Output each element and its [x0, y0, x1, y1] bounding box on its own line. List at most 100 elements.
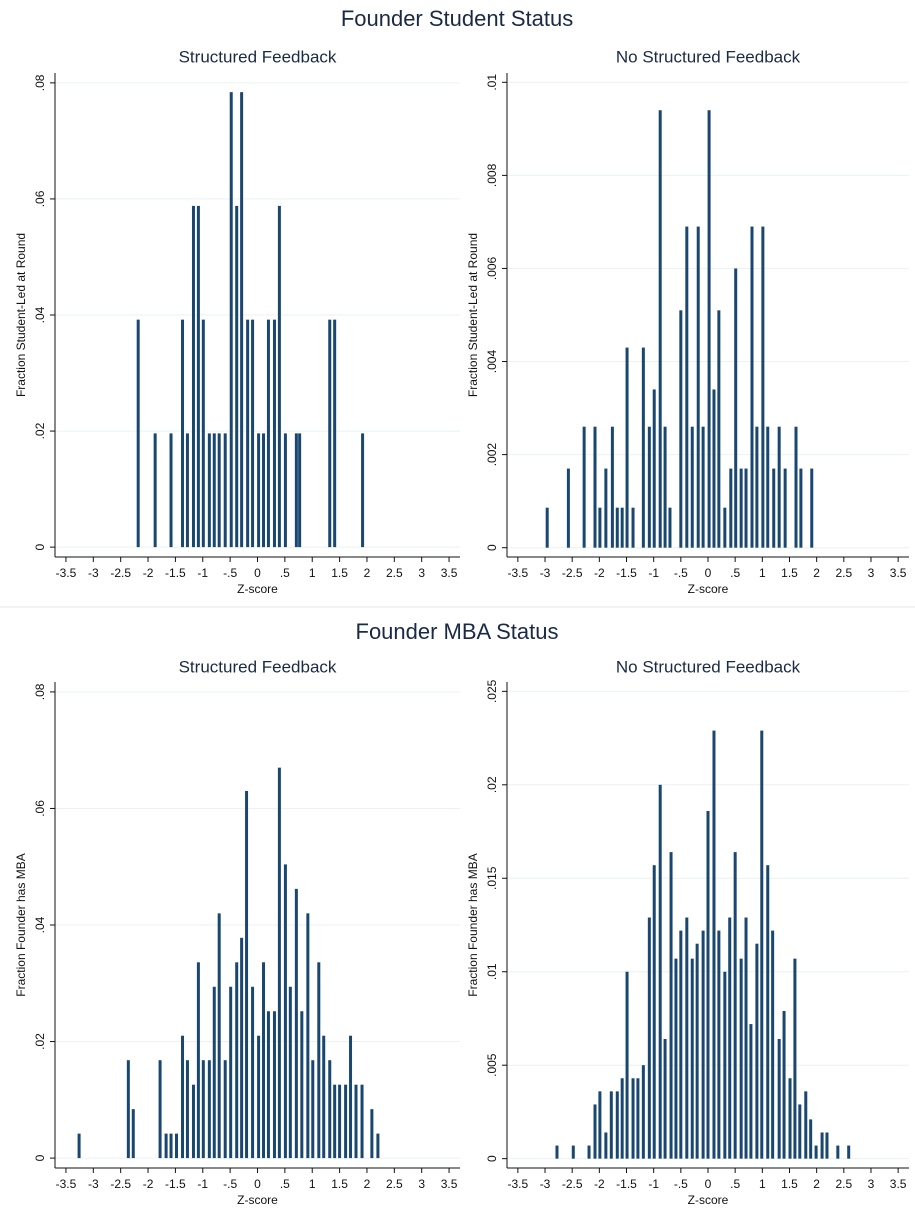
bar: [240, 92, 244, 548]
bar: [690, 426, 694, 548]
x-tick-label: .5: [730, 566, 740, 580]
bar: [814, 1145, 818, 1159]
bar: [766, 865, 770, 1159]
y-tick-label: .08: [33, 74, 47, 91]
bar: [354, 1084, 358, 1159]
bar: [755, 943, 759, 1159]
x-tick-label: -2: [143, 566, 154, 580]
x-tick-label: 3.5: [441, 1177, 458, 1191]
bar: [777, 1039, 781, 1159]
bar: [196, 962, 200, 1159]
y-tick-label: .06: [33, 190, 47, 207]
x-tick-label: 1: [759, 1177, 766, 1191]
bar: [217, 913, 221, 1159]
x-tick-label: 2.5: [835, 1177, 852, 1191]
x-tick-label: -1: [197, 1177, 208, 1191]
bar: [755, 426, 759, 548]
bar: [593, 1104, 597, 1159]
x-tick-label: 1: [309, 1177, 316, 1191]
x-tick-label: -3: [88, 1177, 99, 1191]
bar: [328, 319, 332, 548]
bar: [663, 1039, 667, 1159]
bar: [782, 1010, 786, 1159]
bar: [277, 205, 281, 548]
bar: [582, 426, 586, 548]
bar: [749, 1024, 753, 1159]
bar: [647, 426, 651, 548]
y-axis-label: Fraction Student-Led at Round: [466, 233, 480, 397]
bar: [235, 205, 239, 548]
x-tick-label: -3: [540, 1177, 551, 1191]
bar: [306, 913, 310, 1159]
bar: [266, 319, 270, 548]
bar: [723, 971, 727, 1159]
section-title: Founder MBA Status: [356, 619, 559, 644]
bar: [201, 1060, 205, 1159]
bar: [153, 433, 157, 548]
x-tick-label: -1.5: [165, 566, 186, 580]
bar: [625, 347, 629, 548]
bar: [333, 319, 337, 548]
bar: [181, 1035, 185, 1159]
bar: [744, 468, 748, 548]
bar: [609, 1091, 613, 1159]
bar: [712, 730, 716, 1159]
x-tick-label: -2: [594, 1177, 605, 1191]
x-tick-label: 3: [418, 1177, 425, 1191]
bar: [631, 1078, 635, 1159]
bar: [344, 1084, 348, 1159]
x-tick-label: 2.5: [386, 1177, 403, 1191]
bar: [593, 426, 597, 548]
x-axis-label: Z-score: [688, 1193, 729, 1207]
y-tick-label: .006: [485, 256, 499, 280]
bar: [300, 1011, 304, 1159]
bar: [615, 507, 619, 548]
bar: [695, 943, 699, 1159]
bar: [175, 1133, 178, 1159]
bar: [625, 971, 629, 1159]
x-tick-label: -.5: [674, 1177, 688, 1191]
x-tick-label: 1.5: [331, 1177, 348, 1191]
bar: [799, 468, 803, 548]
bar: [728, 917, 732, 1159]
y-axis-label: Fraction Founder has MBA: [466, 853, 480, 996]
x-tick-label: 2.5: [386, 566, 403, 580]
y-tick-label: .04: [33, 306, 47, 323]
bar: [669, 852, 673, 1159]
x-tick-label: .5: [730, 1177, 740, 1191]
bar: [701, 930, 705, 1159]
y-tick-label: 0: [33, 1154, 47, 1161]
bar: [571, 1145, 575, 1159]
y-tick-label: 0: [485, 544, 499, 551]
x-tick-label: .5: [280, 1177, 290, 1191]
bar: [191, 1084, 195, 1159]
bar: [266, 1011, 270, 1159]
bar: [674, 958, 678, 1159]
x-tick-label: -1.5: [616, 1177, 637, 1191]
bar: [701, 426, 705, 548]
y-tick-label: .005: [485, 1053, 499, 1077]
x-tick-label: 2: [364, 1177, 371, 1191]
bar: [798, 1104, 802, 1159]
bar: [788, 1078, 792, 1159]
x-tick-label: -2: [143, 1177, 154, 1191]
bar: [212, 433, 216, 548]
bar: [685, 226, 689, 548]
x-tick-label: 1: [309, 566, 316, 580]
bar: [647, 917, 651, 1159]
x-tick-label: 3.5: [890, 1177, 907, 1191]
x-tick-label: -.5: [223, 1177, 237, 1191]
bar: [257, 433, 261, 548]
bar: [658, 784, 662, 1159]
bar: [712, 389, 716, 548]
bar: [257, 1035, 261, 1159]
x-tick-label: 2: [364, 566, 371, 580]
bar: [283, 864, 287, 1159]
bar: [136, 319, 140, 548]
x-tick-label: 3: [868, 1177, 875, 1191]
bar: [587, 1145, 591, 1159]
y-tick-label: 0: [485, 1155, 499, 1162]
x-tick-label: 2: [813, 1177, 820, 1191]
bar: [668, 507, 672, 548]
x-tick-label: -.5: [674, 566, 688, 580]
